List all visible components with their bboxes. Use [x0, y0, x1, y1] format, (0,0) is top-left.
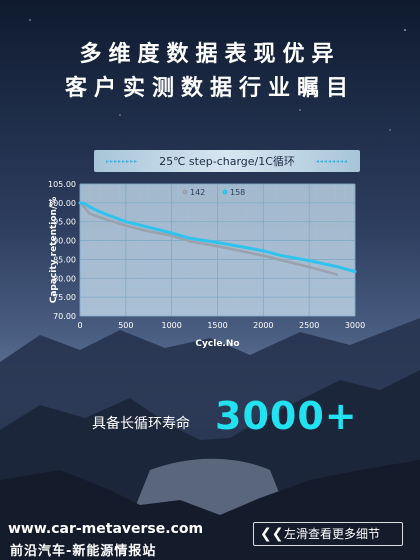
y-tick-label: 75.00: [53, 293, 76, 302]
series-point-158: [216, 241, 219, 244]
series-point-142: [170, 234, 173, 237]
x-tick-label: 1000: [161, 321, 181, 330]
x-axis-title: Cycle.No: [195, 339, 239, 349]
y-tick-label: 80.00: [53, 274, 76, 283]
x-tick-label: 2500: [299, 321, 319, 330]
capacity-retention-chart: ▸▸▸▸▸▸▸▸ 25℃ step-charge/1C循环 ◂◂◂◂◂◂◂◂ 0…: [44, 150, 374, 368]
legend-label-158: 158: [230, 188, 245, 197]
y-tick-label: 100.00: [48, 199, 76, 208]
chart-title-bar: ▸▸▸▸▸▸▸▸ 25℃ step-charge/1C循环 ◂◂◂◂◂◂◂◂: [94, 150, 360, 172]
swipe-more-button[interactable]: ❮❮ 左滑查看更多细节: [253, 522, 403, 546]
x-tick-label: 1500: [207, 321, 227, 330]
site-url: www.car-metaverse.com: [8, 521, 204, 537]
chart-title: 25℃ step-charge/1C循环: [159, 155, 295, 168]
series-point-158: [280, 254, 283, 257]
series-point-142: [106, 218, 109, 222]
x-tick-label: 0: [77, 321, 82, 330]
series-point-158: [188, 237, 192, 240]
cycle-life-claim: 具备长循环寿命 3000+: [0, 390, 420, 450]
series-point-142: [97, 215, 100, 219]
y-tick-label: 70.00: [53, 312, 76, 321]
series-point-142: [142, 229, 146, 232]
headline-line-1: 多维度数据表现优异: [79, 42, 341, 67]
claim-value: 3000+: [215, 394, 358, 438]
x-tick-label: 500: [118, 321, 133, 330]
x-tick-label: 3000: [345, 321, 365, 330]
y-tick-label: 105.00: [48, 180, 76, 189]
series-point-158: [106, 213, 109, 217]
y-tick-label: 85.00: [53, 255, 76, 264]
title-dots-left: ▸▸▸▸▸▸▸▸: [106, 158, 139, 165]
series-point-158: [83, 202, 86, 205]
series-point-158: [307, 259, 311, 262]
series-line-142: [78, 201, 338, 276]
chart-plot: 0 500 1000 1500 2000 2500 3000 105.00 100.00 95.0…: [48, 180, 365, 349]
y-tick-label: 90.00: [53, 237, 76, 246]
series-point-142: [335, 273, 338, 276]
series-point-158: [243, 246, 247, 249]
series-point-142: [216, 245, 219, 248]
series-point-142: [87, 212, 91, 215]
series-point-158: [97, 209, 100, 213]
series-point-158: [335, 265, 338, 268]
legend-label-142: 142: [190, 188, 205, 197]
title-dots-right: ◂◂◂◂◂◂◂◂: [315, 158, 348, 165]
series-point-142: [243, 250, 247, 254]
series-point-158: [262, 249, 265, 252]
swipe-more-label: 左滑查看更多细节: [284, 527, 381, 541]
headline-line-2: 客户实测数据行业瞩目: [64, 76, 355, 101]
series-point-142: [280, 258, 283, 262]
series-point-158: [78, 201, 82, 205]
series-point-142: [188, 240, 192, 243]
series-point-158: [353, 270, 357, 273]
series-point-158: [142, 225, 146, 228]
series-line-158: [78, 201, 357, 273]
series-point-142: [124, 224, 128, 227]
series-point-158: [87, 205, 91, 208]
x-tick-label: 2000: [253, 321, 273, 330]
site-name: 前沿汽车-新能源情报站: [10, 544, 157, 559]
series-point-142: [83, 206, 86, 209]
series-point-142: [307, 265, 311, 269]
series-point-142: [262, 254, 265, 257]
y-axis-title: Capacity retention/%: [49, 197, 59, 304]
legend-marker-158: [222, 189, 228, 195]
legend-marker-142: [182, 189, 188, 195]
claim-label: 具备长循环寿命: [92, 416, 190, 432]
series-point-158: [170, 231, 173, 235]
y-tick-label: 95.00: [53, 218, 76, 227]
double-chevron-left-icon: ❮❮: [260, 526, 284, 542]
series-point-158: [124, 220, 128, 223]
